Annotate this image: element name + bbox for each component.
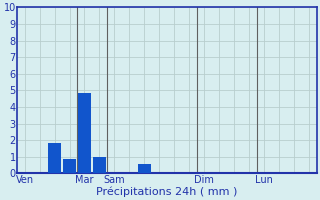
Bar [48, 143, 61, 173]
Bar [63, 159, 76, 173]
Bar [138, 164, 151, 173]
Bar [78, 93, 91, 173]
Bar [93, 157, 106, 173]
X-axis label: Précipitations 24h ( mm ): Précipitations 24h ( mm ) [96, 186, 237, 197]
